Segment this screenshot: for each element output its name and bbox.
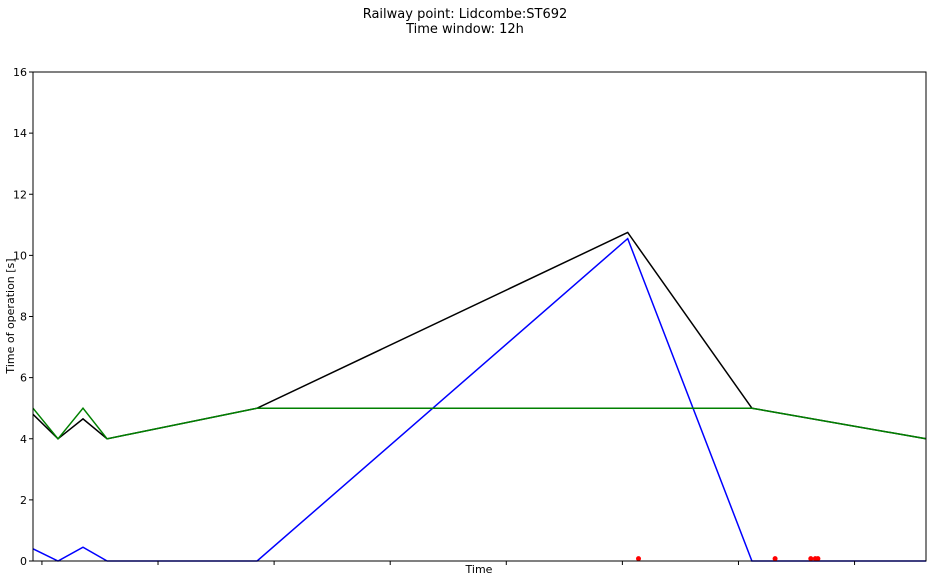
plot-frame [32, 71, 927, 562]
chart-subtitle: Time window: 12h [405, 22, 524, 37]
series-layer [32, 231, 927, 562]
series-line-0 [32, 237, 926, 562]
marker-layer [636, 556, 821, 562]
marker-point [772, 556, 778, 562]
y-tick-label: 10 [13, 249, 27, 262]
x-axis [41, 561, 856, 565]
y-tick-label: 8 [20, 311, 27, 324]
y-tick-label: 0 [20, 555, 27, 568]
y-axis-label: Time of operation [s] [4, 258, 17, 374]
marker-point [815, 556, 821, 562]
marker-point [636, 556, 641, 562]
x-axis-label: Time [465, 563, 493, 576]
y-axis: 0 2 4 6 8 10 12 14 16 [13, 66, 33, 568]
y-tick-label: 4 [20, 433, 27, 446]
y-tick-label: 6 [20, 372, 27, 385]
series-line-2 [32, 407, 927, 440]
y-tick-label: 2 [20, 494, 27, 507]
marker-point [808, 556, 814, 562]
y-tick-label: 12 [13, 188, 27, 201]
y-tick-label: 14 [13, 127, 27, 140]
y-tick-label: 16 [13, 66, 27, 79]
chart-title: Railway point: Lidcombe:ST692 [363, 7, 568, 22]
